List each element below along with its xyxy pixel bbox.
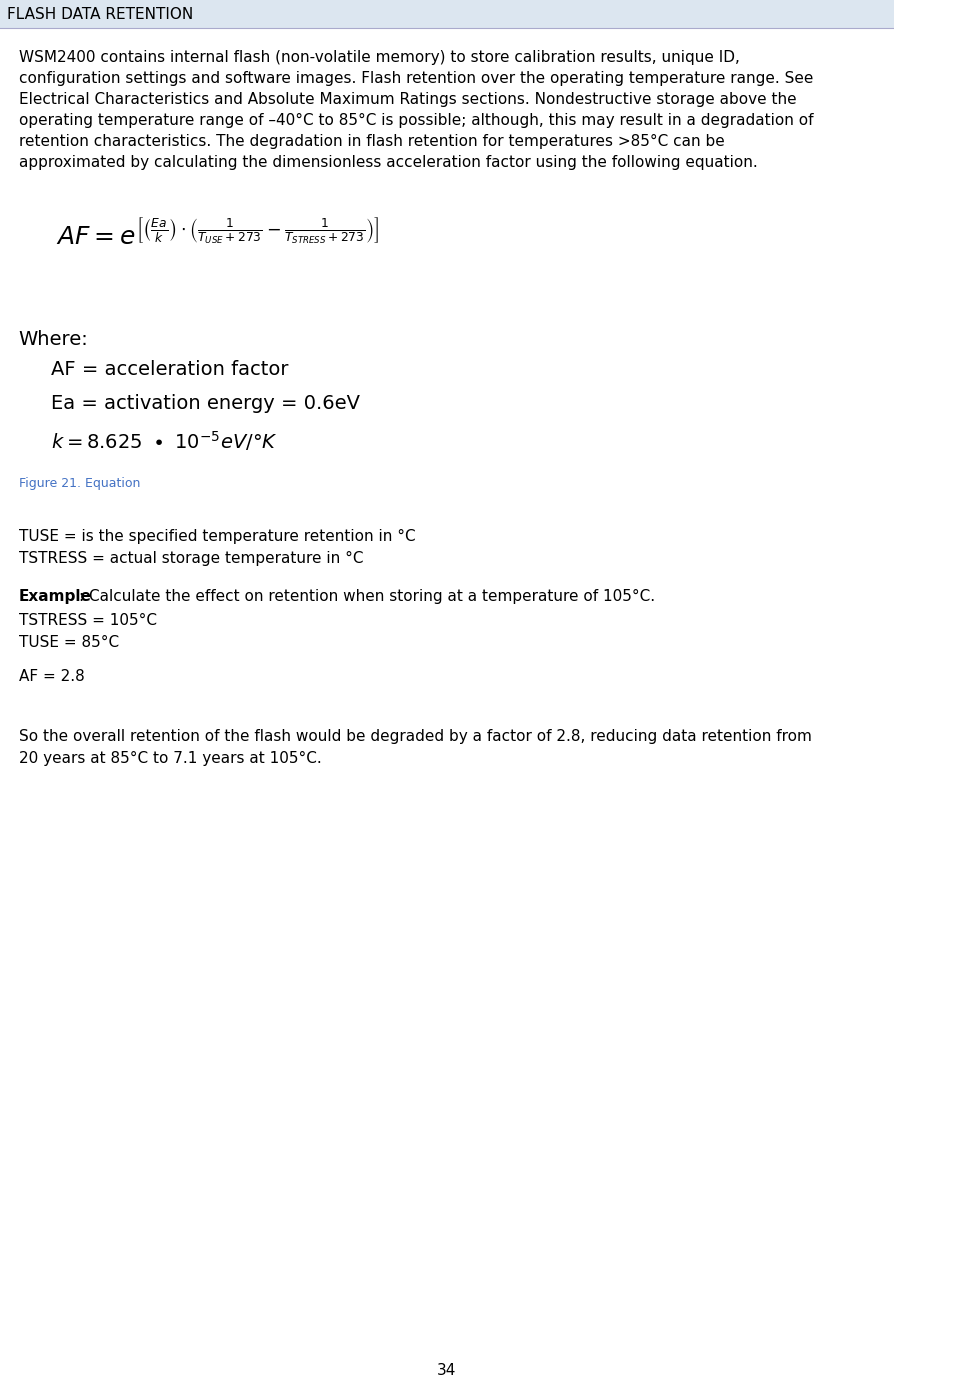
Text: TSTRESS = actual storage temperature in °C: TSTRESS = actual storage temperature in … xyxy=(18,551,363,567)
Text: WSM2400 contains internal flash (non-volatile memory) to store calibration resul: WSM2400 contains internal flash (non-vol… xyxy=(18,50,739,65)
Text: Example: Example xyxy=(18,589,91,604)
Text: retention characteristics. The degradation in flash retention for temperatures >: retention characteristics. The degradati… xyxy=(18,134,725,149)
Text: $k = 8.625\ \bullet\ 10^{-5}eV/°K$: $k = 8.625\ \bullet\ 10^{-5}eV/°K$ xyxy=(51,430,278,453)
Text: TUSE = 85°C: TUSE = 85°C xyxy=(18,636,119,650)
Text: Figure 21. Equation: Figure 21. Equation xyxy=(18,477,140,491)
Text: TUSE = is the specified temperature retention in °C: TUSE = is the specified temperature rete… xyxy=(18,529,416,545)
Text: $AF = e^{\left[\left(\frac{Ea}{k}\right)\cdot\left(\frac{1}{T_{USE}+273} - \frac: $AF = e^{\left[\left(\frac{Ea}{k}\right)… xyxy=(56,220,379,250)
Text: AF = acceleration factor: AF = acceleration factor xyxy=(51,359,289,379)
Text: Electrical Characteristics and Absolute Maximum Ratings sections. Nondestructive: Electrical Characteristics and Absolute … xyxy=(18,91,796,106)
Text: operating temperature range of –40°C to 85°C is possible; although, this may res: operating temperature range of –40°C to … xyxy=(18,113,813,129)
Text: 34: 34 xyxy=(438,1363,457,1378)
Text: So the overall retention of the flash would be degraded by a factor of 2.8, redu: So the overall retention of the flash wo… xyxy=(18,728,811,744)
Text: Ea = activation energy = 0.6eV: Ea = activation energy = 0.6eV xyxy=(51,394,360,413)
Text: AF = 2.8: AF = 2.8 xyxy=(18,669,84,684)
Text: 20 years at 85°C to 7.1 years at 105°C.: 20 years at 85°C to 7.1 years at 105°C. xyxy=(18,750,322,766)
Text: configuration settings and software images. Flash retention over the operating t: configuration settings and software imag… xyxy=(18,70,813,86)
Text: approximated by calculating the dimensionless acceleration factor using the foll: approximated by calculating the dimensio… xyxy=(18,155,757,170)
Text: FLASH DATA RETENTION: FLASH DATA RETENTION xyxy=(8,7,194,22)
Text: TSTRESS = 105°C: TSTRESS = 105°C xyxy=(18,614,156,629)
Text: : Calculate the effect on retention when storing at a temperature of 105°C.: : Calculate the effect on retention when… xyxy=(79,589,656,604)
Text: Where:: Where: xyxy=(18,329,88,348)
FancyBboxPatch shape xyxy=(0,0,894,28)
